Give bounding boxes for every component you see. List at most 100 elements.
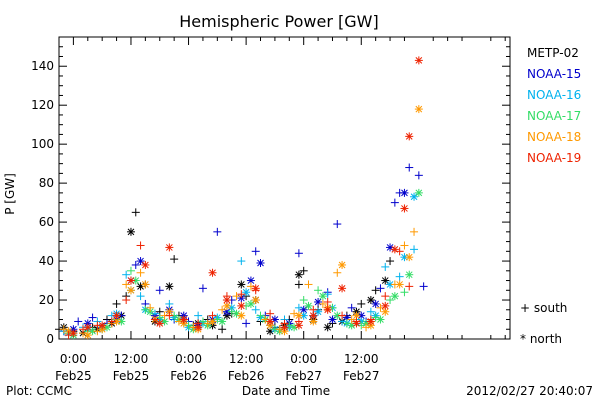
point-noaa-19-south [136,241,145,250]
point-noaa-17-north [304,301,313,310]
x-axis-label: Date and Time [242,384,330,398]
point-noaa-16-south [237,257,246,266]
star-stroke [194,323,202,331]
point-noaa-15-south [198,284,207,293]
point-noaa-19-north [126,276,135,285]
point-noaa-15-south [294,249,303,258]
point-noaa-18-north [381,307,390,316]
star-stroke [309,318,317,325]
point-noaa-17-north [405,270,414,279]
point-noaa-18-north [141,280,150,289]
point-noaa-15-south [88,313,97,322]
star-stroke [338,284,346,292]
point-noaa-15-south [376,284,385,293]
x-tick-date-label: Feb27 [285,369,322,383]
plot-credit: Plot: CCMC [6,384,72,398]
star-stroke [165,283,173,290]
star-stroke [405,253,413,261]
point-noaa-16-south [194,311,203,320]
star-stroke [209,269,216,277]
point-noaa-17-south [299,296,308,305]
north-marker-key: * north [520,332,562,346]
point-noaa-15-south [131,260,140,269]
star-stroke [391,246,399,253]
point-noaa-19-north [390,245,399,254]
star-stroke [142,261,149,269]
point-noaa-17-north [246,299,255,308]
point-noaa-16-south [381,262,390,271]
star-stroke [381,302,389,310]
legend-entry-noaa-17: NOAA-17 [527,109,581,123]
star-stroke [165,244,173,251]
point-noaa-18-north [251,296,260,305]
point-noaa-19-south [107,317,116,326]
point-metp-02-north [294,270,303,279]
point-noaa-17-north [414,188,423,197]
point-metp-02-south [371,286,380,295]
star-stroke [237,281,245,288]
x-tick-date-label: Feb25 [113,369,150,383]
point-noaa-16-south [251,305,260,314]
point-noaa-15-south [333,220,342,229]
point-noaa-18-south [347,315,356,324]
legend-entry-noaa-16: NOAA-16 [527,88,581,102]
point-noaa-19-south [338,311,347,320]
star-stroke [237,302,245,310]
point-noaa-18-north [414,105,423,114]
point-noaa-16-south [136,292,145,301]
point-metp-02-north [126,227,135,236]
point-metp-02-north [381,276,390,285]
point-noaa-19-south [405,282,414,291]
star-stroke [386,281,394,288]
star-stroke [324,323,332,331]
point-noaa-18-south [410,227,419,236]
point-noaa-18-south [136,268,145,277]
point-noaa-18-north [405,253,414,262]
point-noaa-16-south [294,303,303,312]
point-noaa-19-north [352,319,361,328]
point-metp-02-south [299,266,308,275]
point-noaa-15-south [74,317,83,326]
star-stroke [89,327,96,335]
point-noaa-18-south [318,299,327,308]
point-noaa-18-north [395,280,404,289]
plot-timestamp: 2012/02/27 20:40:07 [466,384,593,398]
point-noaa-19-north [141,260,150,269]
point-noaa-18-north [83,331,92,340]
point-noaa-17-north [318,292,327,301]
point-noaa-19-north [155,319,164,328]
point-noaa-15-south [419,282,428,291]
star-stroke [314,308,322,316]
star-stroke [223,302,231,310]
point-noaa-17-south [314,286,323,295]
point-noaa-19-north [294,321,303,330]
point-noaa-18-north [352,311,361,320]
point-noaa-15-south [414,171,423,180]
star-stroke [233,310,240,318]
star-stroke [132,277,140,284]
star-stroke [247,300,255,308]
star-stroke [396,281,404,288]
point-noaa-17-south [256,311,265,320]
point-noaa-19-north [251,284,260,293]
star-stroke [329,316,336,323]
point-noaa-19-north [338,284,347,293]
point-noaa-16-south [395,272,404,281]
y-axis-label: P [GW] [3,173,17,215]
x-tick-time-label: 12:00 [229,352,264,366]
star-stroke [295,322,303,329]
star-stroke [401,205,408,212]
point-metp-02-north [237,280,246,289]
point-noaa-17-south [386,296,395,305]
point-noaa-16-north [314,307,323,316]
star-stroke [377,316,384,323]
point-noaa-15-south [155,286,164,295]
chart-title: Hemispheric Power [GW] [179,12,378,31]
star-stroke [300,312,308,319]
star-stroke [324,306,332,314]
point-noaa-19-north [414,56,423,65]
star-stroke [391,292,399,300]
star-stroke [372,300,380,308]
star-stroke [84,331,92,339]
